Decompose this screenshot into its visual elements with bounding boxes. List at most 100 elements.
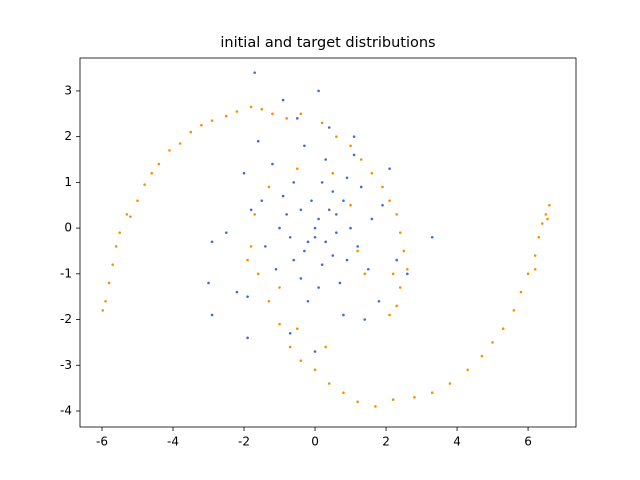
- point: [338, 281, 342, 285]
- point: [466, 368, 470, 372]
- point: [370, 217, 374, 221]
- chart-title: initial and target distributions: [220, 35, 435, 51]
- y-tick-label: 0: [64, 221, 72, 235]
- point: [381, 203, 384, 207]
- point: [324, 240, 327, 244]
- point: [377, 299, 381, 303]
- point: [359, 158, 363, 161]
- point: [342, 199, 345, 202]
- point: [246, 336, 249, 340]
- point: [544, 213, 548, 216]
- point: [388, 167, 391, 170]
- point: [448, 382, 452, 385]
- point: [292, 258, 296, 262]
- y-tick-label: -3: [60, 358, 72, 372]
- point: [303, 249, 306, 253]
- point: [101, 309, 105, 312]
- point: [111, 263, 114, 266]
- y-tick-label: 3: [64, 83, 72, 97]
- point: [388, 199, 391, 202]
- point: [349, 203, 352, 207]
- y-tick-label: 2: [64, 129, 72, 143]
- y-tick-label: 1: [64, 175, 72, 189]
- point: [210, 119, 214, 122]
- point: [306, 299, 310, 303]
- x-tick-label: 0: [311, 435, 319, 449]
- point: [285, 213, 288, 216]
- point: [253, 213, 256, 216]
- point: [295, 117, 299, 120]
- point: [303, 144, 306, 148]
- point: [299, 359, 303, 362]
- point: [342, 313, 345, 317]
- point: [324, 345, 327, 349]
- point: [430, 391, 434, 395]
- point: [129, 215, 132, 218]
- point: [548, 203, 551, 207]
- point: [278, 322, 281, 326]
- point: [320, 121, 324, 125]
- point: [320, 181, 324, 184]
- point: [295, 327, 299, 330]
- point: [256, 272, 260, 276]
- point: [178, 142, 182, 145]
- point: [356, 249, 359, 253]
- y-tick-label: -2: [60, 312, 72, 326]
- point: [335, 213, 338, 216]
- point: [345, 176, 349, 180]
- point: [519, 290, 523, 294]
- point: [125, 213, 129, 216]
- point: [104, 299, 107, 303]
- point: [306, 240, 310, 244]
- point: [345, 258, 349, 262]
- point: [249, 105, 253, 109]
- point: [402, 249, 406, 253]
- point: [260, 199, 264, 202]
- point: [395, 304, 399, 308]
- point: [317, 217, 320, 221]
- point: [356, 400, 359, 404]
- point: [274, 267, 278, 271]
- point: [235, 110, 239, 113]
- point: [313, 350, 317, 353]
- point: [249, 245, 253, 248]
- point: [540, 222, 544, 225]
- point: [370, 171, 374, 175]
- point: [335, 135, 338, 138]
- point: [430, 235, 434, 239]
- point: [480, 354, 484, 358]
- point: [292, 181, 296, 184]
- point: [491, 341, 494, 344]
- point: [157, 162, 161, 166]
- point: [327, 208, 331, 212]
- point: [224, 231, 228, 234]
- point: [537, 235, 541, 239]
- point: [526, 272, 530, 276]
- point: [210, 313, 214, 317]
- point: [359, 185, 363, 189]
- point: [136, 199, 139, 202]
- point: [356, 245, 359, 248]
- point: [210, 240, 214, 244]
- y-tick-label: -4: [60, 403, 72, 417]
- point: [271, 162, 274, 166]
- point: [271, 112, 274, 116]
- point: [331, 254, 335, 257]
- point: [143, 183, 146, 186]
- point: [249, 208, 253, 212]
- point: [391, 398, 395, 401]
- point: [264, 245, 267, 248]
- point: [413, 395, 416, 399]
- point: [533, 254, 537, 257]
- point: [398, 286, 402, 289]
- point: [395, 213, 399, 216]
- point: [207, 281, 210, 285]
- point: [285, 117, 288, 120]
- point: [168, 149, 171, 152]
- point: [391, 272, 395, 276]
- point: [501, 327, 505, 330]
- point: [327, 382, 331, 385]
- point: [288, 331, 292, 335]
- point: [406, 267, 409, 271]
